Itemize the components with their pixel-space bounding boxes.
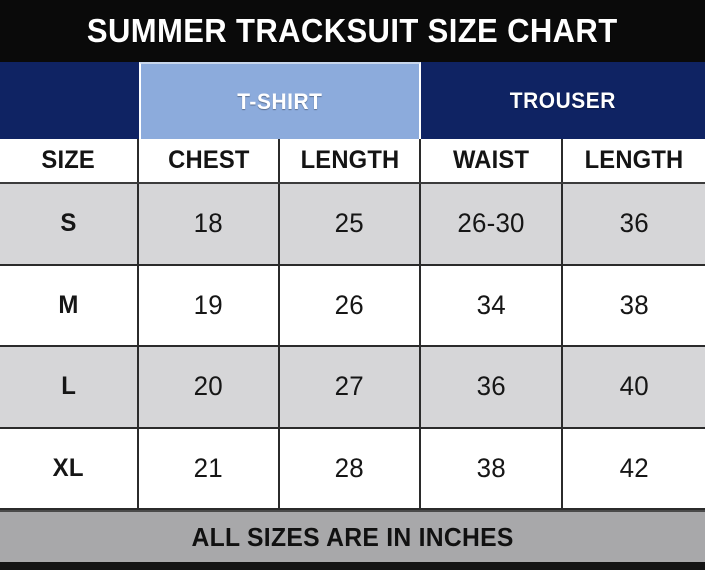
cell-trouser-length: 38 [563, 265, 705, 345]
column-header-waist: WAIST [421, 139, 563, 182]
cell-chest: 18 [139, 184, 280, 264]
cell-trouser-length: 42 [563, 428, 705, 508]
cell-tshirt-length-value: 26 [334, 289, 365, 320]
cell-waist: 26-30 [421, 184, 563, 264]
group-header-row: T-SHIRT TROUSER [0, 62, 705, 139]
column-header-row: SIZE CHEST LENGTH WAIST LENGTH [0, 139, 705, 184]
cell-chest: 21 [139, 428, 280, 508]
column-header-size-label: SIZE [41, 146, 96, 174]
cell-trouser-length-value: 40 [619, 371, 649, 402]
group-header-trouser: TROUSER [421, 62, 705, 139]
cell-waist-value: 38 [476, 452, 506, 483]
table-row: XL 21 28 38 42 [0, 428, 705, 510]
column-header-tshirt-length-label: LENGTH [300, 146, 399, 174]
cell-size-value: M [58, 290, 79, 319]
cell-trouser-length-value: 36 [619, 208, 649, 239]
cell-trouser-length: 40 [563, 347, 705, 427]
cell-tshirt-length: 26 [280, 265, 421, 345]
column-header-chest: CHEST [139, 139, 280, 182]
footer-note: ALL SIZES ARE IN INCHES [191, 521, 514, 552]
page-title: SUMMER TRACKSUIT SIZE CHART [87, 12, 618, 49]
cell-tshirt-length-value: 28 [334, 452, 365, 483]
table-row: M 19 26 34 38 [0, 265, 705, 347]
cell-trouser-length-value: 42 [619, 452, 649, 483]
cell-chest-value: 21 [193, 452, 224, 483]
cell-tshirt-length: 25 [280, 184, 421, 264]
group-header-tshirt-label: T-SHIRT [237, 88, 323, 114]
cell-waist: 34 [421, 265, 563, 345]
cell-trouser-length: 36 [563, 184, 705, 264]
cell-waist: 36 [421, 347, 563, 427]
cell-size-value: S [60, 209, 77, 238]
cell-chest-value: 19 [193, 289, 224, 320]
table-row: S 18 25 26-30 36 [0, 184, 705, 266]
cell-size: M [0, 265, 139, 345]
cell-waist-value: 34 [476, 289, 506, 320]
chart-title-band: SUMMER TRACKSUIT SIZE CHART [0, 0, 705, 62]
column-header-waist-label: WAIST [452, 146, 530, 174]
cell-tshirt-length: 27 [280, 347, 421, 427]
cell-size-value: XL [52, 453, 85, 482]
cell-waist: 38 [421, 428, 563, 508]
cell-tshirt-length-value: 27 [334, 371, 365, 402]
cell-chest: 20 [139, 347, 280, 427]
column-header-trouser-length: LENGTH [563, 139, 705, 182]
cell-chest-value: 20 [193, 371, 224, 402]
column-header-size: SIZE [0, 139, 139, 182]
column-header-tshirt-length: LENGTH [280, 139, 421, 182]
size-table: T-SHIRT TROUSER SIZE CHEST LENGTH WAIST … [0, 62, 705, 510]
cell-waist-value: 36 [476, 371, 506, 402]
group-header-tshirt: T-SHIRT [139, 62, 421, 139]
cell-size-value: L [61, 372, 76, 401]
footer-note-band: ALL SIZES ARE IN INCHES [0, 510, 705, 562]
group-header-trouser-label: TROUSER [509, 87, 617, 113]
group-header-blank [0, 62, 139, 139]
cell-waist-value: 26-30 [457, 208, 525, 239]
column-header-chest-label: CHEST [167, 146, 250, 174]
cell-tshirt-length: 28 [280, 428, 421, 508]
cell-size: S [0, 184, 139, 264]
cell-chest-value: 18 [193, 208, 224, 239]
cell-trouser-length-value: 38 [619, 289, 649, 320]
table-row: L 20 27 36 40 [0, 347, 705, 429]
bottom-strip [0, 562, 705, 570]
cell-tshirt-length-value: 25 [334, 208, 365, 239]
cell-size: XL [0, 428, 139, 508]
cell-chest: 19 [139, 265, 280, 345]
column-header-trouser-length-label: LENGTH [584, 146, 684, 174]
cell-size: L [0, 347, 139, 427]
